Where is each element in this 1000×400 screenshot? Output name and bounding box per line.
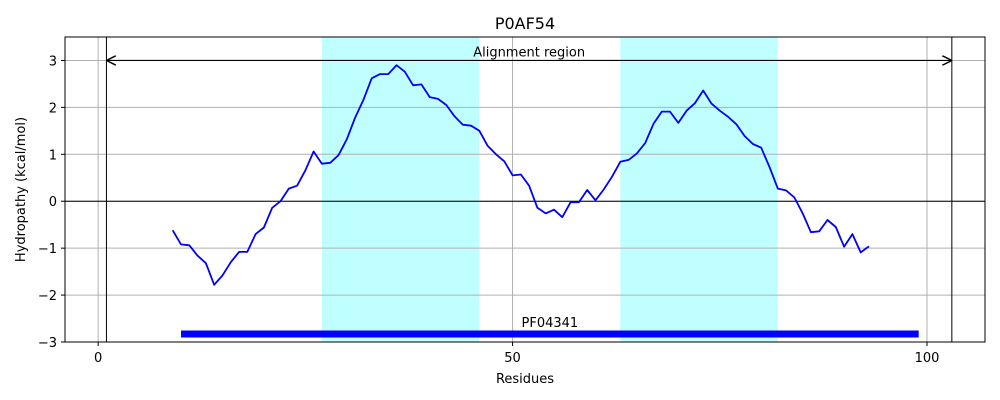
y-tick-label: −3: [38, 336, 57, 351]
y-tick-label: 3: [49, 54, 57, 69]
x-tick-label: 0: [94, 351, 102, 366]
y-tick-label: 0: [49, 195, 57, 210]
domain-label: PF04341: [522, 316, 579, 331]
shaded-region-1: [321, 37, 480, 342]
y-tick-label: 2: [49, 101, 57, 116]
x-tick-label: 100: [915, 351, 940, 366]
alignment-region-label: Alignment region: [473, 45, 585, 60]
plot-frame: [64, 36, 986, 343]
x-tick-label: 50: [504, 351, 521, 366]
y-tick-label: −1: [38, 242, 57, 257]
y-tick-label: −2: [38, 289, 57, 304]
y-tick-label: 1: [49, 148, 57, 163]
hydropathy-series-line: [171, 64, 870, 286]
shaded-region-2: [620, 37, 778, 342]
x-axis-label: Residues: [496, 372, 554, 387]
y-axis-label: Hydropathy (kcal/mol): [14, 117, 29, 262]
chart-title: P0AF54: [495, 14, 555, 33]
